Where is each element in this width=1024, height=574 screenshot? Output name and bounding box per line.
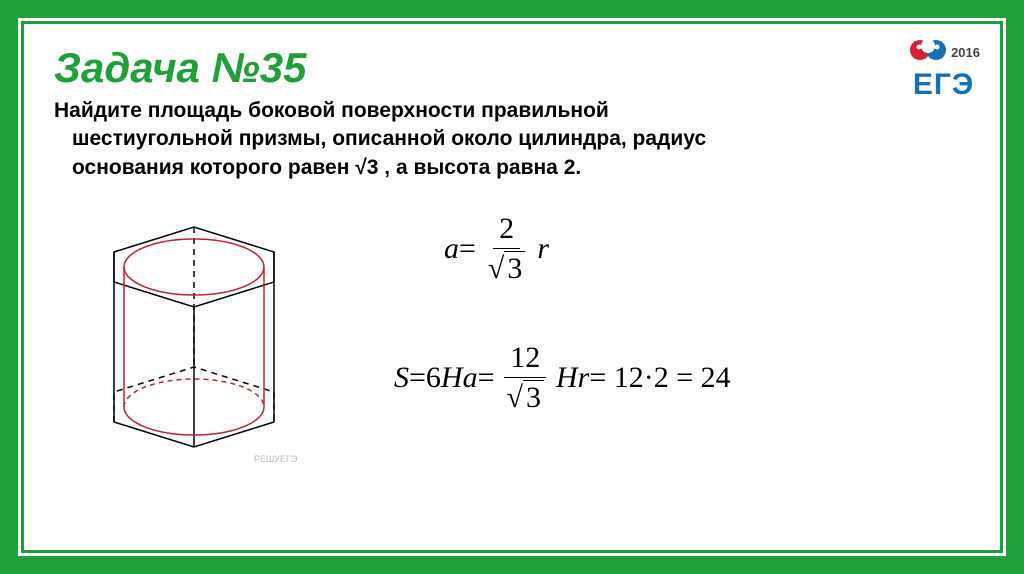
f2-num: 12 [504,341,546,378]
f2-eq2: = [478,361,495,395]
f2-calc: = 12·2 = 24 [589,361,730,395]
f2-r: r [578,361,590,395]
f1-a: a [444,232,459,266]
f1-den: 3 [504,251,525,286]
problem-line1: Найдите площадь боковой поверхности прав… [54,99,609,122]
problem-statement: Найдите площадь боковой поверхности прав… [54,97,754,182]
f2-a: a [463,361,478,395]
f1-num: 2 [493,212,520,249]
ege-logo: 2016 ЕГЭ [907,36,980,102]
formulas-block: a = 2 √3 r S = 6 H a = 12 √3 H [334,192,970,415]
logo-text: ЕГЭ [907,68,980,102]
f2-6: 6 [426,361,441,395]
problem-line2: шестиугольной призмы, описанной около ци… [54,125,706,153]
problem-title: Задача №35 [54,44,970,92]
f2-den: 3 [523,380,544,415]
logo-year: 2016 [951,45,980,60]
outer-frame: 2016 ЕГЭ Задача №35 Найдите площадь боко… [12,12,1012,562]
svg-text:РЕШУЕГЭ: РЕШУЕГЭ [254,454,298,464]
f2-H1: H [441,361,463,395]
f1-r: r [537,232,549,266]
f2-S: S [394,361,409,395]
problem-line3: основания которого равен √3 , а высота р… [54,154,581,182]
prism-diagram: РЕШУЕГЭ [54,192,334,472]
f1-eq: = [459,232,476,266]
inner-frame: 2016 ЕГЭ Задача №35 Найдите площадь боко… [21,21,1003,553]
formula-a: a = 2 √3 r [444,212,970,286]
f2-eq1: = [409,361,426,395]
formula-s: S = 6 H a = 12 √3 H r = 12·2 = 24 [394,341,970,415]
content-row: РЕШУЕГЭ a = 2 √3 r S = 6 H a = 1 [54,192,970,472]
f2-H2: H [556,361,578,395]
ege-icon [907,36,949,68]
